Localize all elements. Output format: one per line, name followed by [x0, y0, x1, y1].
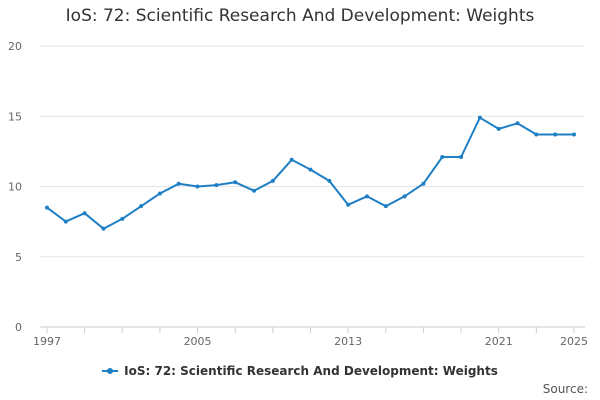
x-tick-label: 2005: [184, 335, 212, 348]
data-point[interactable]: [327, 178, 332, 183]
data-point[interactable]: [252, 188, 257, 193]
x-axis-labels: 1997 2005 2013 2021 2025: [33, 335, 588, 348]
legend-line-marker-icon: [102, 368, 119, 374]
data-point[interactable]: [139, 204, 144, 209]
data-point[interactable]: [63, 219, 68, 224]
chart-title: IoS: 72: Scientific Research And Develop…: [65, 6, 535, 26]
data-point[interactable]: [402, 194, 407, 199]
data-point[interactable]: [120, 216, 125, 221]
data-point[interactable]: [440, 154, 445, 159]
data-point[interactable]: [270, 178, 275, 183]
data-point[interactable]: [383, 204, 388, 209]
data-point[interactable]: [346, 202, 351, 207]
data-point[interactable]: [421, 181, 426, 186]
x-tick-label: 2025: [560, 335, 588, 348]
data-point[interactable]: [82, 211, 87, 216]
x-axis: [40, 326, 585, 333]
y-tick-label: 20: [8, 40, 22, 53]
y-tick-label: 15: [8, 110, 22, 123]
y-tick-label: 5: [15, 251, 22, 264]
data-point[interactable]: [496, 126, 501, 131]
data-point[interactable]: [364, 194, 369, 199]
x-tick-label: 2013: [334, 335, 362, 348]
series-line[interactable]: [46, 116, 574, 230]
series: [45, 115, 576, 231]
data-point[interactable]: [157, 191, 162, 196]
data-point[interactable]: [477, 115, 482, 120]
data-point[interactable]: [459, 154, 464, 159]
data-point[interactable]: [308, 167, 313, 172]
data-point[interactable]: [101, 226, 106, 231]
data-point[interactable]: [176, 181, 181, 186]
data-point[interactable]: [45, 205, 49, 210]
legend[interactable]: IoS: 72: Scientific Research And Develop…: [0, 364, 600, 378]
data-point[interactable]: [289, 157, 294, 162]
x-tick-label: 2021: [485, 335, 513, 348]
grid-lines: [40, 45, 585, 258]
data-point[interactable]: [572, 132, 576, 137]
data-point[interactable]: [534, 132, 539, 137]
y-tick-label: 10: [8, 181, 22, 194]
y-tick-label: 0: [15, 321, 22, 334]
x-tick-label: 1997: [33, 335, 61, 348]
data-point[interactable]: [214, 183, 219, 188]
data-point[interactable]: [515, 121, 520, 126]
source-label: Source:: [542, 382, 588, 396]
legend-label: IoS: 72: Scientific Research And Develop…: [124, 364, 498, 378]
data-point[interactable]: [553, 132, 558, 137]
y-axis: 0 5 10 15 20: [8, 40, 22, 334]
data-point[interactable]: [233, 180, 238, 185]
data-point[interactable]: [195, 184, 200, 189]
